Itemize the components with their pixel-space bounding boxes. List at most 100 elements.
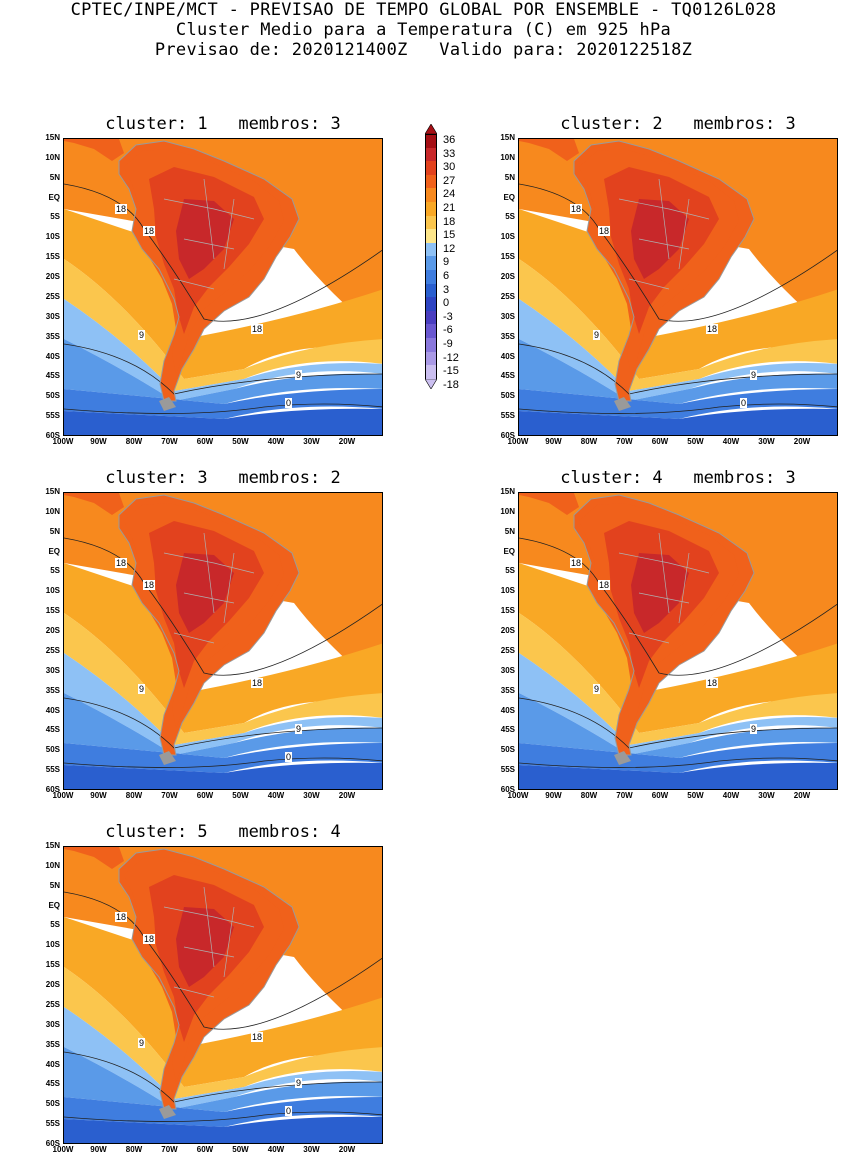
colorbar-label: 6 [443,270,450,282]
panel-title: cluster: 3 membros: 2 [105,468,341,488]
contour-label: 18 [251,678,264,688]
longitude-label: 50W [232,437,249,446]
longitude-label: 30W [758,437,775,446]
latitude-label: 55S [45,765,60,775]
longitude-label: 60W [196,791,214,800]
longitude-label: 60W [196,437,214,446]
contour-line [519,697,837,749]
latitude-label: 15N [500,133,515,142]
latitude-label: 15S [45,252,60,262]
longitude-label: 90W [90,1145,107,1154]
latitude-label: 5S [505,212,515,222]
contour-label: 0 [285,1106,293,1116]
colorbar-segment [425,215,437,230]
tierra-del-fuego [159,397,176,411]
latitude-label: 35S [45,1039,60,1049]
longitude-label: 60W [651,437,669,446]
latitude-label: EQ [48,546,60,556]
temperature-band [519,408,837,435]
contour-label: 18 [143,226,156,236]
colorbar-segment [425,324,437,338]
latitude-label: EQ [48,192,60,202]
header-line-2: Cluster Medio para a Temperatura (C) em … [175,20,672,40]
colorbar-segment [425,283,437,298]
coastline [573,494,755,756]
contour-label: 0 [740,398,748,408]
contour-label: 0 [285,752,293,762]
latitude-label: 45S [45,725,60,735]
colorbar-segment [425,310,437,325]
contour-label: 18 [598,580,611,590]
colorbar-segment [425,242,437,257]
contour-label: 9 [138,1038,146,1048]
contour-line [519,403,837,414]
latitude-label: 5S [505,566,515,576]
contour-label: 0 [285,398,293,408]
colorbar-segment [425,134,437,148]
temperature-band [64,1047,382,1112]
contour-label: 18 [706,324,719,334]
map-canvas [64,139,382,435]
colorbar-segment [425,147,437,162]
contour-line [519,757,837,768]
colorbar-segment [425,297,437,311]
contour-label: 9 [593,330,601,340]
longitude-label: 70W [616,791,633,800]
colorbar-label: 21 [443,202,456,214]
colorbar-label: -12 [443,351,459,364]
tierra-del-fuego [614,751,631,765]
colorbar-label: 33 [443,147,456,160]
latitude-label: 35S [500,331,515,341]
colorbar [425,124,437,389]
colorbar-label: 30 [443,161,456,174]
longitude-label: 90W [545,791,562,800]
temperature-band [64,339,382,404]
latitude-label: 50S [45,391,60,401]
longitude-label: 90W [545,437,562,446]
central-america-shape [64,847,124,869]
colorbar-label: -15 [443,365,459,378]
longitude-label: 40W [267,791,285,800]
latitude-label: 25S [45,291,60,301]
latitude-label: 55S [45,411,60,421]
latitude-label: 20S [45,272,60,282]
longitude-label: 60W [651,791,669,800]
latitude-label: 20S [45,626,60,636]
political-borders [163,178,255,290]
latitude-label: 5N [49,526,60,536]
warm-core-region [176,553,234,633]
contour-label: 18 [251,324,264,334]
temperature-band [64,653,382,755]
temperature-band [519,299,837,401]
longitude-label: 90W [90,437,107,446]
contour-label: 9 [295,370,303,380]
latitude-label: 60S [45,431,60,440]
contour-label: 18 [115,912,128,922]
latitude-label: 5N [504,526,515,536]
colorbar-label: 12 [443,242,456,255]
contour-label: 18 [598,226,611,236]
warm-core-region [631,199,689,279]
longitude-label: 30W [303,791,320,800]
latitude-label: 15N [500,487,515,496]
latitude-label: 5N [49,172,60,182]
longitude-label: 40W [722,791,740,800]
contour-label: 18 [143,934,156,944]
latitude-label: 10S [45,586,60,596]
temperature-band [519,339,837,404]
contour-label: 9 [593,684,601,694]
latitude-label: 60S [45,785,60,794]
temperature-band [64,1097,382,1127]
longitude-label: 20W [338,437,356,446]
colorbar-segment [425,365,437,379]
latitude-label: 45S [45,1079,60,1089]
panel-title: cluster: 2 membros: 3 [560,114,796,134]
latitude-label: 5S [50,212,60,222]
temperature-map [518,138,838,436]
latitude-label: 5N [49,880,60,890]
header-line-1: CPTEC/INPE/MCT - PREVISAO DE TEMPO GLOBA… [70,0,777,20]
tierra-del-fuego [614,397,631,411]
latitude-label: 40S [45,705,60,715]
longitude-label: 50W [687,791,704,800]
colorbar-segment [425,174,437,189]
